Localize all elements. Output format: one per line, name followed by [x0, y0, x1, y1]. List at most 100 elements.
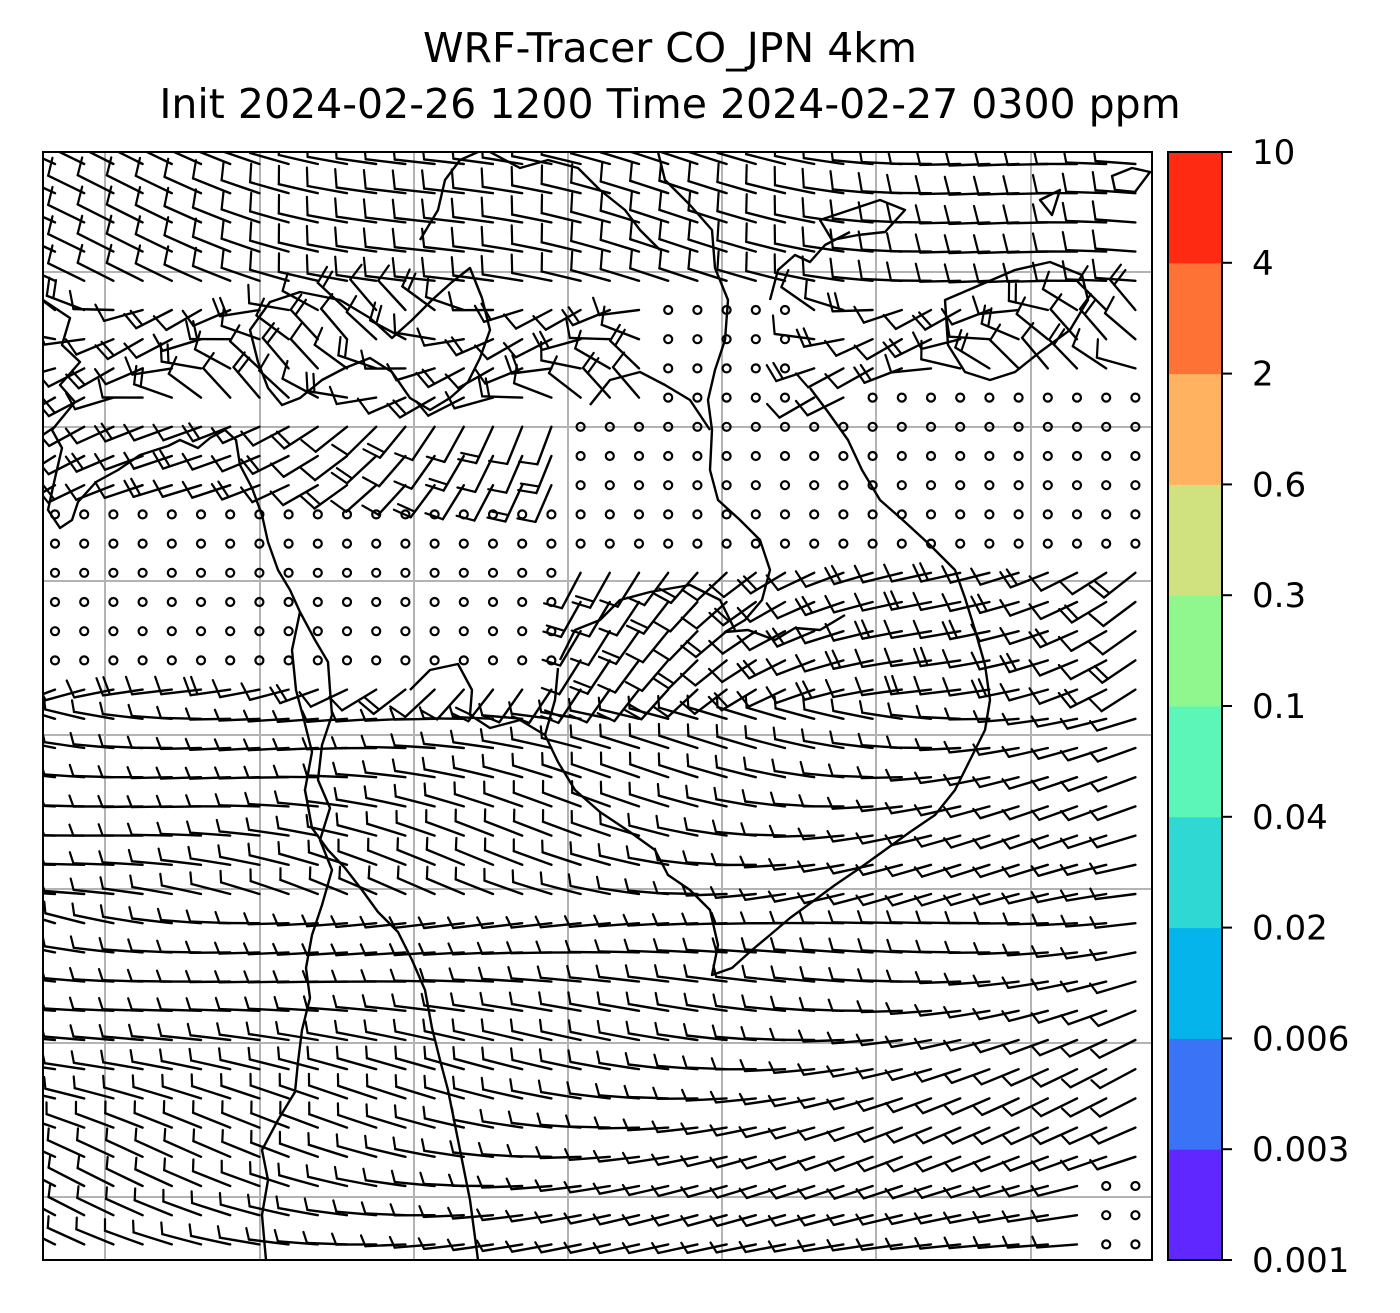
wind-barb-1141: [43, 1037, 57, 1042]
wind-barb-1342: [333, 1165, 378, 1188]
wind-barb-739: [478, 702, 524, 720]
wind-barb-788: [800, 728, 845, 750]
wind-barb-1038: [330, 943, 378, 957]
wind-barb-304: [1095, 338, 1137, 370]
wind-barb-37: [1063, 152, 1108, 166]
wind-barb-1040: [388, 943, 436, 957]
wind-barb-376: [1013, 421, 1024, 432]
wind-barb-902: [797, 827, 845, 841]
wind-barb-402: [663, 450, 674, 462]
wind-barb-928: [454, 836, 495, 866]
wind-barb-292: [779, 363, 791, 374]
wind-barb-457: [49, 509, 61, 520]
wind-barb-448: [896, 480, 907, 491]
wind-barb-633: [708, 630, 757, 655]
wind-barb-1383: [418, 1204, 465, 1219]
wind-barb-1041: [418, 942, 465, 956]
wind-barb-330: [779, 392, 791, 403]
wind-barb-963: [367, 865, 407, 896]
wind-barb-203: [377, 264, 407, 312]
wind-barb-458: [79, 509, 90, 520]
wind-barb-1109: [185, 997, 232, 1012]
wind-barb-1006: [505, 915, 553, 929]
wind-barb-750: [802, 696, 845, 720]
wind-barb-1333: [76, 1155, 115, 1188]
wind-barb-907: [942, 834, 991, 849]
wind-barb-775: [420, 731, 465, 750]
wind-barb-115: [43, 244, 57, 253]
wind-barb-1240: [680, 1088, 728, 1102]
wind-barb-250: [663, 334, 674, 345]
wind-barb-113: [1061, 201, 1108, 224]
wind-barb-869: [942, 805, 991, 819]
wind-barb-80: [105, 185, 144, 224]
wind-barb-625: [517, 626, 528, 637]
wind-barb-174: [629, 249, 670, 282]
wind-barb-1115: [361, 994, 407, 1012]
wind-barb-368: [779, 421, 791, 432]
wind-barb-1402: [972, 1210, 1020, 1224]
wind-barb-131: [480, 225, 524, 253]
wind-barb-850: [393, 783, 436, 808]
wind-barb-1329: [1059, 1155, 1108, 1172]
wind-barb-1053: [769, 937, 816, 954]
wind-barb-2: [56, 152, 86, 166]
wind-barb-427: [240, 484, 290, 504]
wind-barb-1299: [192, 1128, 232, 1159]
wind-barb-269: [65, 367, 115, 390]
wind-barb-1263: [250, 1100, 290, 1129]
wind-barb-912: [1088, 834, 1137, 849]
wind-barb-1287: [943, 1126, 991, 1145]
wind-barb-1351: [592, 1182, 641, 1195]
wind-barb-267: [43, 367, 57, 374]
wind-barb-1348: [505, 1177, 553, 1191]
wind-barb-905: [884, 834, 933, 847]
wind-barb-57: [540, 164, 582, 195]
wind-barb-1254: [1090, 1097, 1137, 1118]
wind-barb-1372: [104, 1186, 144, 1217]
wind-barb-612: [137, 626, 148, 637]
wind-barb-1061: [1001, 943, 1050, 957]
wind-barb-1100: [1030, 978, 1079, 991]
wind-barb-362: [604, 421, 615, 432]
wind-barb-26: [745, 152, 787, 166]
wind-barb-151: [1061, 231, 1108, 253]
wind-barb-418: [1130, 450, 1141, 462]
wind-barb-1158: [509, 1018, 553, 1042]
wind-barb-112: [1031, 203, 1079, 224]
wind-barb-169: [480, 254, 524, 282]
wind-barb-1387: [534, 1211, 582, 1224]
wind-barb-1144: [98, 1023, 144, 1042]
wind-barb-62: [687, 161, 728, 195]
wind-barb-84: [220, 190, 261, 224]
wind-barb-1266: [336, 1102, 378, 1129]
wind-barb-1027: [43, 948, 57, 954]
wind-barb-333: [867, 392, 878, 403]
wind-barb-404: [721, 450, 732, 462]
wind-barb-725: [70, 699, 115, 720]
wind-barb-992: [99, 904, 144, 925]
wind-barb-1393: [709, 1213, 757, 1228]
wind-barb-1307: [420, 1138, 465, 1159]
colorbar-segment-6: [1168, 484, 1222, 596]
wind-barb-1123: [596, 991, 641, 1012]
wind-barb-821: [657, 752, 699, 779]
wind-barb-767: [184, 737, 232, 751]
wind-barb-740: [508, 701, 553, 720]
wind-barb-1197: [538, 1048, 582, 1071]
wind-barb-295: [824, 367, 874, 390]
wind-barb-405: [750, 450, 761, 462]
wind-barb-392: [330, 454, 378, 485]
wind-barb-576: [195, 596, 207, 608]
wind-barb-42: [105, 156, 144, 195]
wind-barb-692: [211, 678, 261, 699]
wind-barb-1429: [650, 1241, 699, 1255]
wind-barb-639: [883, 619, 933, 639]
wind-barb-1408: [46, 1215, 86, 1246]
wind-barb-1276: [622, 1118, 670, 1132]
wind-barb-103: [773, 194, 816, 224]
wind-barb-584: [429, 596, 440, 608]
wind-barb-10: [277, 152, 319, 166]
wind-barb-1184: [159, 1048, 203, 1071]
wind-barb-178: [745, 251, 787, 282]
